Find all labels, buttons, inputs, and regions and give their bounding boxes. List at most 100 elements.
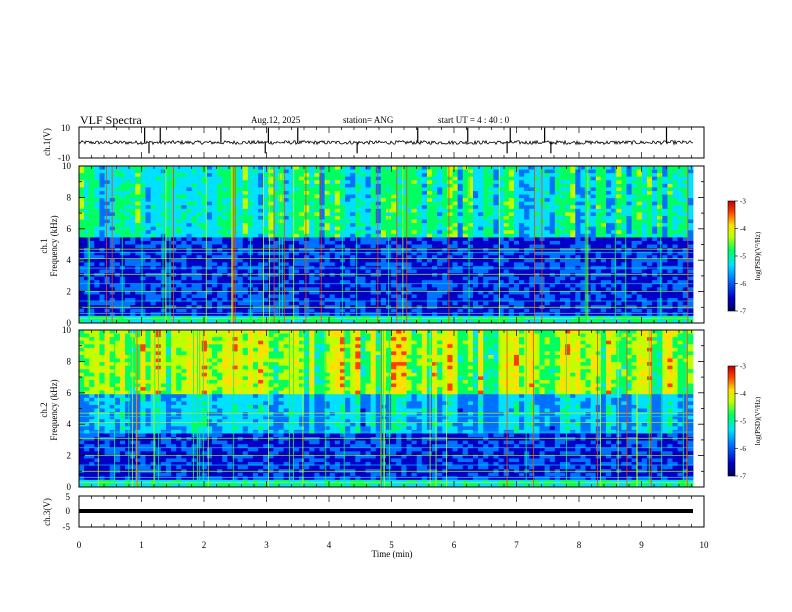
ch1-spectrogram-image (79, 166, 704, 324)
spec1-cell (355, 262, 361, 267)
spec1-cell (160, 319, 167, 324)
spec1-cell (493, 319, 499, 324)
spec1-cell (396, 176, 402, 181)
spec1-cell (329, 312, 336, 317)
spec1-cell (565, 251, 571, 256)
spec1-cell (119, 301, 126, 306)
spec1-cell (360, 273, 366, 278)
spec1-cell (104, 176, 111, 181)
spec1-cell (411, 212, 418, 217)
spec1-cell (206, 240, 213, 245)
spec1-cell (452, 280, 459, 285)
spec1-cell (503, 237, 510, 242)
spec1-cell (114, 287, 121, 292)
spec1-cell (263, 190, 269, 195)
spec1-cell (196, 240, 203, 245)
spec1-cell (293, 223, 300, 228)
spec1-cell (242, 176, 249, 181)
spec1-cell (201, 180, 208, 185)
spec1-cell (196, 258, 203, 263)
spec1-cell (606, 187, 612, 192)
spec1-cell (646, 237, 653, 242)
spec1-cell (89, 258, 95, 263)
spec1-cell (191, 258, 198, 263)
spec1-cell (99, 262, 105, 267)
spec1-cell (252, 208, 259, 213)
spec1-cell (165, 294, 172, 299)
spec1-cell (309, 251, 315, 256)
spec1-cell (616, 223, 622, 228)
spec1-cell (130, 298, 136, 302)
spec1-cell (119, 280, 126, 285)
spec1-cell (119, 183, 126, 188)
spec1-cell (447, 290, 453, 295)
spec1-cell (498, 258, 505, 263)
spec1-cell (452, 283, 459, 288)
spec1-cell (252, 287, 259, 292)
spec1-cell (355, 223, 361, 228)
spec1-cell (457, 273, 464, 278)
spec1-cell (263, 183, 269, 188)
spec1-cell (130, 212, 136, 217)
spec1-cell (391, 180, 397, 185)
spec1-cell (483, 230, 489, 235)
spec1-cell (503, 319, 510, 324)
spec1-cell (319, 248, 325, 253)
spec1-cell (319, 255, 325, 260)
spec1-cell (416, 180, 423, 185)
spec1-cell (252, 226, 259, 231)
spec1-cell (94, 244, 100, 249)
spec1-cell (519, 262, 525, 267)
spec1-cell (432, 315, 438, 320)
spec1-cell (600, 215, 607, 220)
spec1-cell (570, 201, 576, 206)
spec1-cell (104, 248, 111, 253)
spec1-cell (135, 308, 141, 313)
spec1-cell (411, 262, 418, 267)
spec1-cell (104, 287, 111, 292)
spec1-cell (222, 251, 228, 256)
spec1-cell (324, 176, 331, 181)
spec1-cell (621, 283, 627, 288)
spec1-cell (365, 248, 372, 253)
spec1-cell (212, 251, 218, 256)
spec1-cell (616, 208, 622, 213)
spec1-cell (432, 169, 438, 174)
spec1-cell (329, 258, 336, 263)
spec1-cell (401, 294, 407, 299)
spec1-cell (355, 248, 361, 253)
spec1-cell (309, 208, 315, 213)
spec1-cell (641, 166, 648, 170)
spec1-cell (457, 190, 464, 195)
spec1-cell (145, 312, 152, 317)
spec1-cell (554, 308, 561, 313)
spec1-cell (293, 166, 300, 170)
spec1-cell (217, 308, 223, 313)
spec1-cell (135, 244, 141, 249)
spec1-cell (135, 237, 141, 242)
spec1-cell (114, 190, 121, 195)
spec1-cell (406, 187, 412, 192)
spec1-cell (437, 233, 443, 238)
spec1-cell (242, 315, 249, 320)
spec1-cell (621, 233, 627, 238)
spec1-cell (462, 251, 469, 256)
spec1-cell (329, 166, 336, 170)
spec1-cell (160, 233, 167, 238)
spec1-cell (217, 180, 223, 185)
spec1-cell (401, 169, 407, 174)
spec1-cell (165, 255, 172, 260)
spec1-cell (212, 301, 218, 306)
spec1-cell (472, 183, 479, 188)
spec1-cell (222, 319, 228, 324)
spec1-cell (196, 283, 203, 288)
spec1-cell (324, 269, 331, 274)
spec1-cell (544, 205, 551, 210)
spec1-cell (329, 187, 336, 192)
spec1-cell (493, 280, 499, 285)
spec1-cell (258, 319, 264, 324)
spec1-cell (242, 258, 249, 263)
spec1-cell (125, 290, 131, 295)
spec1-cell (79, 233, 85, 238)
spec1-cell (345, 308, 351, 313)
